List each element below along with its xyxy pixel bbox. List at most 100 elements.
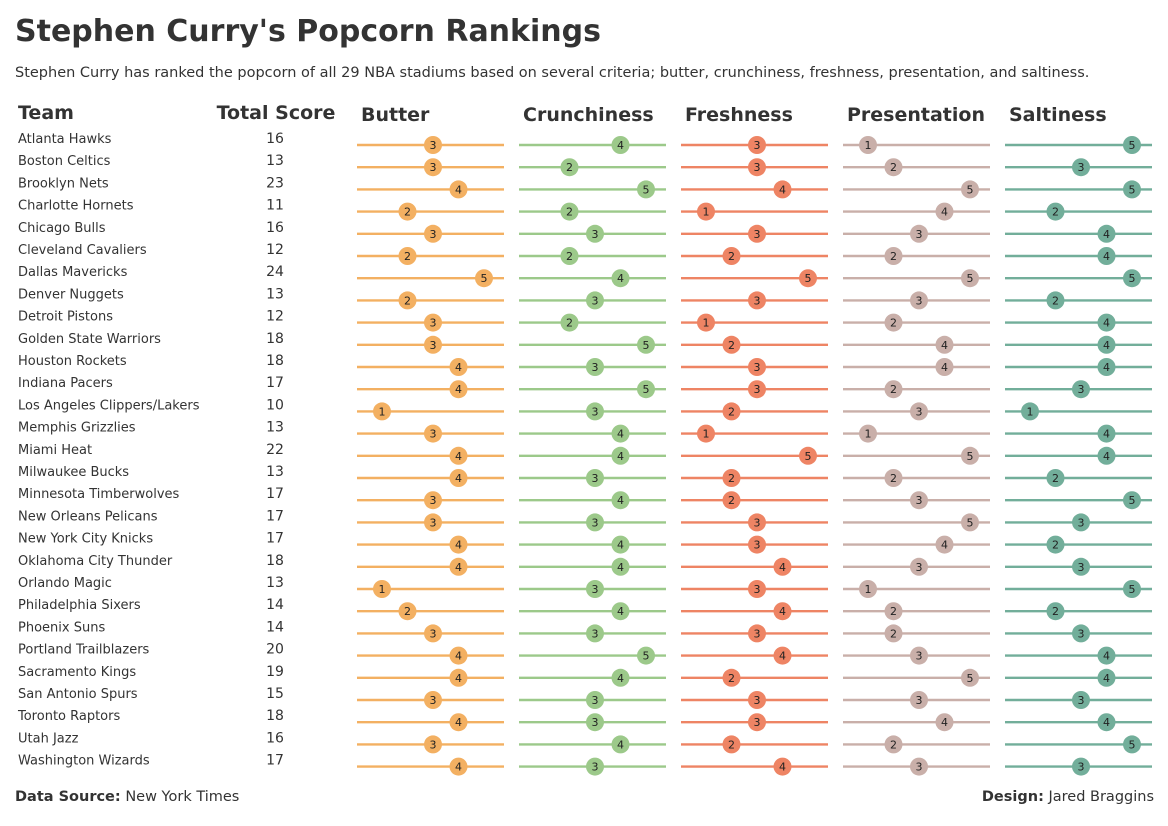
rating-dot xyxy=(560,313,579,332)
rating-dot-label: 2 xyxy=(566,250,573,263)
rating-dot xyxy=(748,224,766,243)
rating-dot xyxy=(1046,291,1065,310)
rating-dot-label: 3 xyxy=(592,228,599,241)
rating-dot xyxy=(910,402,928,421)
total-score-value: 24 xyxy=(266,264,284,280)
rating-dot-label: 3 xyxy=(754,383,761,396)
rating-dot xyxy=(586,224,604,243)
team-label: Brooklyn Nets xyxy=(18,176,109,191)
rating-dot xyxy=(373,580,391,598)
team-label: Sacramento Kings xyxy=(18,665,136,680)
rating-dot-label: 2 xyxy=(728,339,735,352)
rating-dot xyxy=(1097,446,1116,465)
rating-dot-label: 5 xyxy=(1129,139,1136,152)
rating-dot-label: 3 xyxy=(916,694,923,707)
rating-dot-label: 3 xyxy=(1078,694,1085,707)
rating-dot xyxy=(560,158,579,177)
rating-dot xyxy=(449,557,468,576)
rating-dot xyxy=(424,158,442,177)
rating-dot xyxy=(884,313,903,332)
rating-dot xyxy=(697,424,715,443)
rating-dot-label: 3 xyxy=(592,694,599,707)
rating-dot-label: 2 xyxy=(890,161,897,174)
rating-dot xyxy=(1123,136,1141,154)
total-score-value: 10 xyxy=(266,397,284,413)
rating-dot xyxy=(398,602,417,621)
rating-dot xyxy=(773,557,792,576)
rating-dot xyxy=(1123,580,1141,598)
rating-dot xyxy=(449,446,468,465)
rating-dot-label: 3 xyxy=(754,694,761,707)
rating-dot xyxy=(722,668,741,687)
team-label: Portland Trailblazers xyxy=(18,643,150,658)
rating-dot-label: 4 xyxy=(617,561,624,574)
rating-dot-label: 2 xyxy=(728,672,735,685)
rating-dot xyxy=(859,580,877,598)
rating-dot-label: 3 xyxy=(592,361,599,374)
rating-dot xyxy=(1021,402,1039,421)
rating-dot-label: 5 xyxy=(967,183,974,196)
total-score-value: 19 xyxy=(266,664,284,680)
rating-dot-label: 4 xyxy=(455,539,462,552)
rating-dot-label: 3 xyxy=(1078,627,1085,640)
rating-dot xyxy=(799,269,817,288)
rating-dot xyxy=(424,691,442,709)
rating-dot-label: 3 xyxy=(916,228,923,241)
team-label: Los Angeles Clippers/Lakers xyxy=(18,398,200,413)
rating-dot xyxy=(1072,158,1090,177)
rating-dot-label: 4 xyxy=(941,539,948,552)
rating-dot-label: 2 xyxy=(566,161,573,174)
total-score-value: 13 xyxy=(266,286,284,302)
team-label: New Orleans Pelicans xyxy=(18,509,158,524)
rating-dot-label: 5 xyxy=(967,672,974,685)
team-label: Oklahoma City Thunder xyxy=(18,554,173,569)
team-label: Toronto Raptors xyxy=(17,709,120,724)
rating-dot-label: 2 xyxy=(404,206,411,219)
rating-dot-label: 4 xyxy=(941,716,948,729)
rating-dot xyxy=(1097,668,1116,687)
rating-dot xyxy=(1072,691,1090,709)
rating-dot-label: 4 xyxy=(941,361,948,374)
rating-dot xyxy=(935,713,954,732)
rating-dot xyxy=(560,202,579,221)
rating-dot-label: 2 xyxy=(1052,539,1059,552)
rating-dot-label: 3 xyxy=(916,761,923,774)
rating-dot-label: 3 xyxy=(430,228,437,241)
rating-dot-label: 4 xyxy=(617,672,624,685)
rating-dot xyxy=(935,535,954,554)
rating-dot xyxy=(722,469,741,487)
rating-dot-label: 3 xyxy=(430,516,437,529)
rating-dot-label: 4 xyxy=(941,339,948,352)
rating-dot-label: 3 xyxy=(592,472,599,485)
total-score-value: 18 xyxy=(266,353,284,369)
rating-dot-label: 2 xyxy=(890,605,897,618)
total-score-value: 15 xyxy=(266,686,284,702)
total-score-value: 13 xyxy=(266,575,284,591)
rating-dot xyxy=(1046,602,1065,621)
rating-dot-label: 2 xyxy=(728,494,735,507)
rating-dot xyxy=(449,469,468,487)
rating-dot xyxy=(961,269,979,288)
rating-dot-label: 2 xyxy=(1052,605,1059,618)
rating-dot xyxy=(748,158,766,177)
rating-dot-label: 4 xyxy=(617,272,624,285)
rating-dot-label: 3 xyxy=(592,716,599,729)
rating-dot xyxy=(910,757,928,776)
rating-dot xyxy=(910,491,928,510)
team-label: Milwaukee Bucks xyxy=(18,465,129,480)
rating-dot xyxy=(1097,424,1116,443)
rating-dot-label: 4 xyxy=(1103,672,1110,685)
rating-dot-label: 3 xyxy=(1078,383,1085,396)
rating-dot xyxy=(449,358,468,376)
rating-dot-label: 4 xyxy=(1103,339,1110,352)
rating-dot-label: 4 xyxy=(779,650,786,663)
rating-dot xyxy=(884,380,903,399)
rating-dot xyxy=(611,136,630,154)
team-label: Detroit Pistons xyxy=(18,310,113,325)
rating-dot xyxy=(1072,557,1090,576)
rating-dot-label: 4 xyxy=(455,716,462,729)
rating-dot xyxy=(748,624,766,643)
rating-dot xyxy=(1072,624,1090,643)
rating-dot xyxy=(1097,313,1116,332)
rating-dot-label: 4 xyxy=(779,605,786,618)
